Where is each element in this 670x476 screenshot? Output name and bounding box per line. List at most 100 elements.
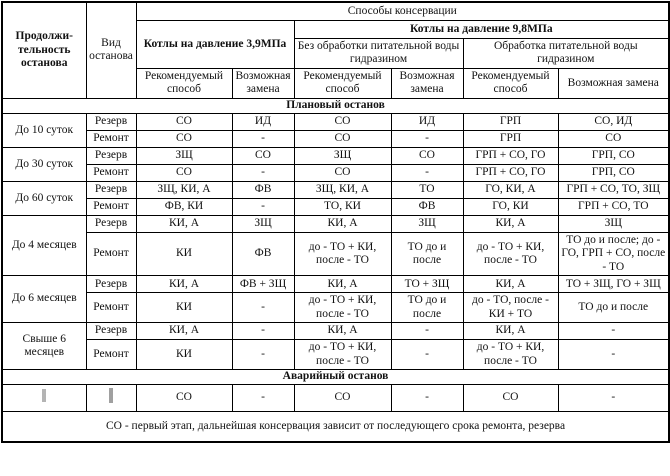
method-cell: КИ [135, 231, 233, 277]
table-row: Ремонт КИ ФВ до - ТО + КИ, после - ТО ТО до … [2, 231, 670, 277]
method-cell: КИ, А [135, 275, 233, 294]
header-boilers-9-8: Котлы на давление 9,8МПа [293, 20, 670, 39]
stop-type-cell: Резерв [85, 214, 137, 233]
method-cell: - [231, 129, 295, 148]
method-cell: СО [135, 129, 233, 148]
header-alternative-1: Возможная замена [231, 67, 295, 99]
method-cell: ЗЩ [557, 214, 670, 233]
method-cell: ГРП + СО, ТО, ЗЩ [557, 180, 670, 199]
method-cell: до - ТО + КИ, после - ТО [462, 231, 559, 277]
method-cell: КИ, А [293, 322, 392, 341]
table-row: До 6 месяцев Резерв КИ, А ФВ + ЗЩ КИ, А ТО + … [1, 275, 670, 324]
stop-type-cell: Резерв [85, 275, 137, 294]
table-row: СО - СО - СО - [1, 384, 670, 413]
header-conservation-methods: Способы консервации [135, 1, 670, 21]
method-cell: КИ, А [462, 322, 559, 341]
method-cell: ФВ [231, 180, 295, 199]
method-cell: КИ, А [135, 322, 233, 341]
duration-cell: До 6 месяцев [1, 275, 87, 324]
method-cell: - [557, 322, 670, 341]
table-row: Ремонт ФВ, КИ - ТО, КИ ФВ ГО, КИ ГРП + СО, ТО [2, 197, 670, 216]
method-cell: ФВ [231, 231, 295, 277]
cursor-artifact [109, 388, 113, 404]
method-cell: - [390, 322, 464, 341]
method-cell: ЗЩ [293, 146, 392, 165]
method-cell: СО [135, 112, 233, 131]
method-cell: ГРП + СО, ГО [462, 163, 559, 182]
method-cell: ГО, КИ [462, 197, 559, 216]
method-cell: - [231, 163, 295, 182]
method-cell: ИД [231, 112, 295, 131]
stop-type-cell: Резерв [85, 112, 137, 131]
method-cell: СО [293, 112, 392, 131]
table-row: Ремонт СО - СО - ГРП + СО, ГО ГРП, СО [2, 163, 670, 182]
method-cell: ГРП [462, 129, 559, 148]
method-cell: КИ, А [293, 214, 392, 233]
method-cell: ФВ [390, 197, 464, 216]
method-cell: СО [293, 384, 392, 413]
stop-type-cell: Ремонт [85, 163, 137, 182]
method-cell: ГРП + СО, ГО [462, 146, 559, 165]
method-cell: КИ, А [462, 214, 559, 233]
method-cell: СО [462, 384, 559, 413]
method-cell: - [231, 384, 295, 413]
method-cell: СО [390, 146, 464, 165]
method-cell: ТО + ЗЩ, ГО + ЗЩ [557, 275, 670, 294]
method-cell: ЗЩ, КИ, А [293, 180, 392, 199]
method-cell: ТО до и после [390, 292, 464, 324]
header-with-hydrazine: Обработка питательной воды гидразином [462, 38, 670, 69]
section-planned-stop: Плановый останов [1, 97, 670, 114]
method-cell: ГРП, СО [557, 146, 670, 165]
section-emergency-stop: Аварийный останов [1, 369, 670, 386]
method-cell: КИ, А [293, 275, 392, 294]
stop-type-cell: Ремонт [85, 197, 137, 216]
method-cell: - [231, 292, 295, 324]
method-cell: ЗЩ, КИ, А [135, 180, 233, 199]
table-row: Ремонт КИ - до - ТО + КИ, после - ТО - до - Т… [2, 339, 670, 371]
duration-cell: До 4 месяцев [1, 214, 87, 277]
footnote: СО - первый этап, дальнейшая консервация… [1, 411, 670, 443]
method-cell: СО [135, 163, 233, 182]
stop-type-cell: Резерв [85, 146, 137, 165]
method-cell: СО [293, 163, 392, 182]
method-cell: ФВ, КИ [135, 197, 233, 216]
method-cell: ФВ + ЗЩ [231, 275, 295, 294]
method-cell: СО [135, 384, 233, 413]
duration-cell: Свыше 6 месяцев [1, 322, 87, 371]
empty-stop-type-cell [85, 384, 137, 413]
method-cell: - [557, 339, 670, 371]
table-row: До 10 суток Резерв СО ИД СО ИД ГРП СО, ИД [1, 112, 670, 148]
method-cell: - [390, 384, 464, 413]
method-cell: до - ТО + КИ, после - ТО [462, 339, 559, 371]
stop-type-cell: Ремонт [85, 231, 137, 277]
method-cell: - [557, 384, 670, 413]
method-cell: - [231, 197, 295, 216]
table-row: Ремонт СО - СО - ГРП СО [2, 129, 670, 148]
method-cell: ИД [390, 112, 464, 131]
header-alternative-2: Возможная замена [390, 67, 464, 99]
method-cell: ЗЩ [135, 146, 233, 165]
header-recommended-2: Рекомендуемый способ [293, 67, 392, 99]
method-cell: - [231, 339, 295, 371]
method-cell: КИ, А [462, 275, 559, 294]
duration-cell: До 60 суток [1, 180, 87, 216]
method-cell: СО, ИД [557, 112, 670, 131]
header-stop-type: Вид останова [85, 1, 137, 99]
empty-duration-cell [1, 384, 87, 413]
duration-cell: До 10 суток [1, 112, 87, 148]
method-cell: - [390, 163, 464, 182]
method-cell: ТО [390, 180, 464, 199]
method-cell: до - ТО + КИ, после - ТО [293, 292, 392, 324]
table-row: До 60 суток Резерв ЗЩ, КИ, А ФВ ЗЩ, КИ, А ТО Г… [1, 180, 670, 216]
table-row: До 30 суток Резерв ЗЩ СО ЗЩ СО ГРП + СО, ГО ГРП… [1, 146, 670, 182]
header-recommended-1: Рекомендуемый способ [135, 67, 233, 99]
method-cell: ГО, КИ, А [462, 180, 559, 199]
method-cell: до - ТО + КИ, после - ТО [293, 339, 392, 371]
stop-type-cell: Ремонт [85, 129, 137, 148]
header-boilers-3-9: Котлы на давление 3,9МПа [135, 20, 295, 69]
conservation-table: Продолжи-тельность останова Вид останова… [1, 1, 670, 444]
duration-cell: До 30 суток [1, 146, 87, 182]
stop-type-cell: Резерв [85, 180, 137, 199]
method-cell: ЗЩ [231, 214, 295, 233]
